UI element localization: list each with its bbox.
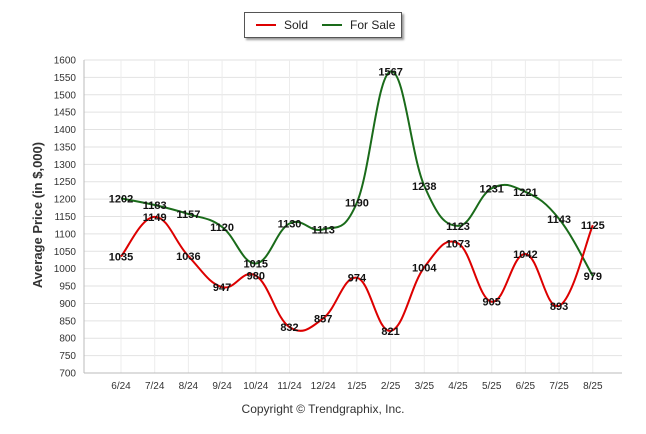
data-label-sold: 1036	[176, 251, 200, 263]
grid-lines	[83, 59, 622, 374]
data-label-for-sale: 1190	[345, 198, 369, 210]
y-tick-label: 1550	[54, 73, 77, 84]
x-tick-label: 7/25	[549, 381, 569, 392]
data-labels: 1035 1149 1036 947 980 832 857 974 821 1004 1073 90…	[109, 66, 605, 337]
y-tick-label: 850	[59, 316, 76, 327]
data-label-sold: 857	[314, 313, 332, 325]
data-label-sold: 980	[247, 271, 265, 283]
data-label-sold: 832	[280, 322, 298, 334]
x-tick-label: 3/25	[415, 381, 435, 392]
y-tick-labels: 700 750 800 850 900 950 1000 1050 1100 1150 1200 12…	[54, 56, 77, 380]
y-axis-title: Average Price (in $,000)	[30, 142, 45, 288]
data-label-for-sale: 1120	[210, 222, 234, 234]
x-tick-label: 12/24	[311, 381, 336, 392]
data-label-for-sale: 1113	[312, 224, 335, 236]
y-tick-label: 700	[59, 369, 76, 380]
data-label-sold: 947	[213, 282, 231, 294]
y-tick-label: 1250	[54, 177, 77, 188]
data-label-sold: 821	[381, 326, 399, 338]
data-label-sold: 905	[483, 297, 501, 309]
y-tick-label: 1400	[54, 125, 77, 136]
data-label-for-sale: 1130	[278, 218, 302, 230]
data-label-for-sale: 1183	[143, 200, 167, 212]
y-tick-label: 1100	[54, 229, 76, 240]
series-line-sold	[120, 215, 594, 332]
data-label-sold: 974	[348, 273, 367, 285]
data-label-for-sale: 1157	[176, 209, 200, 221]
data-label-sold: 1035	[109, 251, 133, 263]
legend-label-sold: Sold	[284, 18, 309, 32]
series-lines	[120, 70, 594, 332]
x-tick-label: 8/24	[179, 381, 199, 392]
y-tick-label: 1300	[54, 160, 77, 171]
x-tick-label: 6/24	[111, 381, 131, 392]
x-tick-label: 5/25	[482, 381, 502, 392]
data-label-for-sale: 1231	[479, 183, 503, 195]
legend-swatch-sold	[256, 24, 276, 26]
y-tick-label: 950	[59, 282, 76, 293]
y-tick-label: 1500	[54, 90, 77, 101]
legend: Sold For Sale	[244, 12, 402, 38]
data-label-for-sale: 1221	[513, 187, 537, 199]
x-tick-label: 11/24	[277, 381, 302, 392]
legend-item-for-sale[interactable]: For Sale	[322, 18, 395, 32]
x-tick-label: 6/25	[516, 381, 536, 392]
data-label-sold: 1042	[513, 249, 537, 261]
data-label-sold: 1073	[446, 238, 470, 250]
data-label-for-sale: 1567	[378, 66, 402, 78]
y-tick-label: 1050	[54, 247, 77, 258]
y-tick-label: 1600	[54, 56, 77, 67]
legend-item-sold[interactable]: Sold	[256, 18, 308, 32]
data-label-sold: 1125	[581, 220, 605, 232]
y-tick-label: 1200	[54, 195, 77, 206]
x-tick-label: 10/24	[243, 381, 268, 392]
y-tick-label: 1000	[54, 264, 77, 275]
x-tick-label: 8/25	[583, 381, 603, 392]
y-tick-label: 750	[59, 351, 76, 362]
data-label-for-sale: 979	[584, 271, 602, 283]
x-tick-label: 7/24	[145, 381, 165, 392]
x-tick-label: 4/25	[448, 381, 468, 392]
x-tick-label: 9/24	[212, 381, 232, 392]
x-tick-labels: 6/24 7/24 8/24 9/24 10/24 11/24 12/24 1/25 2/25 3…	[111, 381, 603, 392]
data-label-sold: 1004	[412, 262, 437, 274]
y-tick-label: 800	[59, 334, 76, 345]
x-tick-label: 2/25	[381, 381, 401, 392]
data-label-sold: 1149	[143, 212, 167, 224]
data-label-for-sale: 1143	[547, 214, 571, 226]
data-label-for-sale: 1123	[446, 221, 470, 233]
x-tick-label: 1/25	[347, 381, 367, 392]
data-label-for-sale: 1202	[109, 193, 133, 205]
data-label-for-sale: 1238	[412, 181, 436, 193]
legend-swatch-for-sale	[322, 24, 343, 26]
legend-label-for-sale: For Sale	[350, 18, 396, 32]
y-tick-label: 900	[59, 299, 76, 310]
copyright-footer: Copyright © Trendgraphix, Inc.	[241, 402, 405, 416]
y-tick-label: 1450	[54, 108, 77, 119]
series-line-for-sale	[120, 70, 594, 277]
y-tick-label: 1350	[54, 142, 77, 153]
y-tick-label: 1150	[54, 212, 76, 223]
data-label-for-sale: 1015	[244, 258, 268, 270]
data-label-sold: 893	[550, 301, 568, 313]
